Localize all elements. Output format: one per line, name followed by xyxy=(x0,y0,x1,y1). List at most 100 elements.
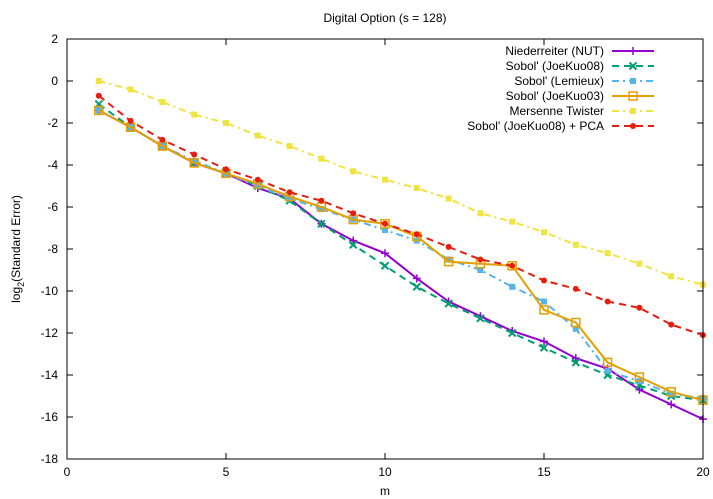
point-marker xyxy=(602,357,613,368)
point-marker xyxy=(95,78,102,84)
point-marker xyxy=(254,176,261,183)
point-marker xyxy=(571,317,581,328)
series-line xyxy=(98,109,704,402)
x-tick-label: 5 xyxy=(223,465,230,479)
point-marker xyxy=(477,267,484,273)
point-marker xyxy=(286,143,293,150)
x-tick-label: 15 xyxy=(537,465,551,479)
point-marker xyxy=(318,206,325,213)
legend-entry: Sobol' (JoeKuo08) xyxy=(506,59,654,73)
point-marker xyxy=(191,151,198,158)
series-5 xyxy=(95,78,706,288)
series-line xyxy=(98,103,704,402)
point-marker xyxy=(445,243,452,250)
legend-label: Mersenne Twister xyxy=(510,104,604,118)
point-marker xyxy=(318,155,325,162)
y-axis-label: log2(Standard Error) xyxy=(9,195,26,303)
y-tick-label: 2 xyxy=(51,32,58,46)
legend-entry: Mersenne Twister xyxy=(510,104,654,118)
point-marker xyxy=(381,249,389,258)
point-marker xyxy=(604,250,611,257)
point-marker xyxy=(223,166,229,173)
point-marker xyxy=(443,256,454,267)
point-marker xyxy=(539,343,549,352)
y-axis-label-main: log xyxy=(9,287,23,303)
point-marker xyxy=(509,218,516,225)
series-layer xyxy=(94,78,708,424)
y-tick-label: -8 xyxy=(47,242,58,256)
point-marker xyxy=(318,197,325,204)
point-marker xyxy=(540,337,548,346)
point-marker xyxy=(636,260,643,267)
point-marker xyxy=(254,132,261,139)
series-3 xyxy=(95,107,706,402)
point-marker xyxy=(444,299,453,308)
y-tick-label: -6 xyxy=(47,200,58,214)
point-marker xyxy=(159,99,166,105)
point-marker xyxy=(634,372,645,382)
point-marker xyxy=(539,305,549,315)
point-marker xyxy=(571,358,581,367)
legend-entry: Niederreiter (NUT) xyxy=(505,44,654,58)
point-marker xyxy=(348,240,358,250)
legend-entry: Sobol' (Lemieux) xyxy=(514,74,654,88)
point-marker xyxy=(382,220,388,227)
series-line xyxy=(98,80,704,286)
point-marker xyxy=(509,262,516,269)
point-marker xyxy=(382,176,388,183)
y-tick-label: -2 xyxy=(47,116,58,130)
point-marker xyxy=(191,157,198,164)
point-marker-stroke xyxy=(571,358,581,367)
point-marker xyxy=(286,189,293,196)
chart-title: Digital Option (s = 128) xyxy=(323,11,446,25)
series-1 xyxy=(94,106,707,424)
series-line xyxy=(98,94,704,337)
series-line xyxy=(98,109,704,421)
point-marker xyxy=(636,304,643,311)
point-marker xyxy=(477,210,484,217)
point-marker xyxy=(668,390,675,397)
point-marker xyxy=(635,385,644,394)
point-marker xyxy=(95,92,102,99)
point-marker xyxy=(349,236,358,245)
point-marker xyxy=(380,219,390,229)
point-marker xyxy=(476,314,485,323)
point-marker xyxy=(350,210,357,217)
point-marker xyxy=(223,120,229,126)
point-marker xyxy=(666,387,676,397)
point-marker xyxy=(254,183,261,189)
point-marker-stroke xyxy=(507,328,517,338)
point-marker xyxy=(668,273,675,280)
y-axis-label-rest: (Standard Error) xyxy=(9,195,23,282)
y-axis-label-subscript: 2 xyxy=(16,282,26,287)
point-marker xyxy=(572,241,579,248)
legend-label: Sobol' (JoeKuo08) + PCA xyxy=(467,119,604,133)
point-marker xyxy=(413,231,420,238)
point-marker-stroke xyxy=(412,282,422,292)
point-marker xyxy=(541,298,547,305)
series-2 xyxy=(94,99,708,405)
point-marker-stroke xyxy=(348,240,358,250)
point-marker xyxy=(668,321,675,328)
y-tick-label: -10 xyxy=(41,284,59,298)
point-marker xyxy=(350,168,357,175)
point-marker xyxy=(628,61,638,71)
point-marker xyxy=(604,298,611,305)
x-tick-label: 10 xyxy=(378,465,392,479)
point-marker xyxy=(629,47,637,55)
point-marker-stroke xyxy=(317,219,326,229)
point-marker-stroke xyxy=(539,343,549,352)
legend-label: Sobol' (Lemieux) xyxy=(514,74,604,88)
point-marker xyxy=(159,136,166,143)
point-marker xyxy=(541,229,547,236)
point-marker xyxy=(445,256,452,263)
x-axis-label: m xyxy=(380,484,390,498)
legend-label: Sobol' (JoeKuo08) xyxy=(506,59,604,73)
point-marker xyxy=(412,282,422,292)
point-marker xyxy=(413,185,420,192)
x-tick-label: 0 xyxy=(64,465,71,479)
point-marker xyxy=(604,367,611,374)
point-marker xyxy=(412,274,421,283)
